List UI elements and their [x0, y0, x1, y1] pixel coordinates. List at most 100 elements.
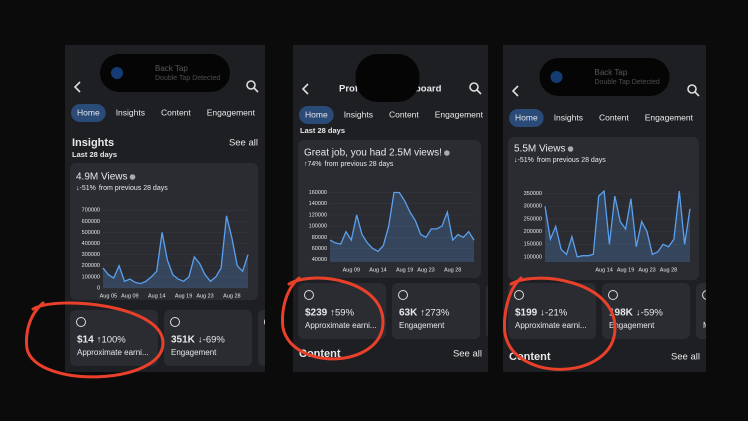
y-tick-label: 300000 [524, 204, 542, 210]
metric-card[interactable] [70, 310, 158, 366]
tab[interactable]: Engagement [435, 109, 484, 119]
metric-card[interactable] [602, 283, 690, 339]
y-tick-label: 120000 [309, 212, 327, 218]
y-tick-label: 60000 [312, 246, 327, 252]
back-button[interactable] [73, 81, 81, 93]
y-tick-label: 600000 [82, 219, 100, 225]
y-tick-label: 350000 [524, 191, 542, 197]
section-title: Insights [72, 137, 114, 149]
headline: 5.5M Views [514, 144, 566, 155]
y-tick-label: 300000 [82, 252, 100, 258]
info-icon [444, 150, 450, 156]
x-tick-label: Aug 19 [617, 267, 634, 273]
see-all[interactable]: See all [229, 138, 258, 149]
metric-card[interactable] [486, 283, 574, 339]
back-button[interactable] [511, 85, 519, 97]
footer-link[interactable]: See all [453, 349, 482, 360]
annotation-circle [25, 301, 165, 379]
line [544, 189, 691, 258]
back-button[interactable] [301, 83, 309, 95]
y-tick-label: 200000 [524, 229, 542, 235]
dynamic-island [539, 58, 670, 96]
views-card [298, 140, 481, 278]
change-note: from previous 28 days [325, 161, 394, 168]
island-title: Back Tap [155, 64, 188, 73]
x-tick-label: Aug 05 [100, 293, 117, 299]
metric-value: $199 [515, 308, 538, 319]
headline: 4.9M Views [76, 172, 128, 183]
tab[interactable]: Home [77, 107, 100, 117]
metric-value: $14 [77, 335, 94, 346]
metric-label: Approximate earni... [305, 321, 377, 330]
metric-value: 351K [171, 335, 196, 346]
island-subtitle: Double Tap Detected [595, 79, 660, 86]
metric-label: Engagement [171, 348, 217, 357]
y-tick-label: 100000 [82, 274, 100, 280]
search-icon[interactable] [246, 80, 256, 90]
metric-icon [264, 319, 265, 325]
metric-icon [608, 290, 618, 300]
tab[interactable]: Insights [554, 112, 583, 122]
headline: Great job, you had 2.5M views! [304, 148, 442, 159]
metric-label: Approximate earni... [77, 348, 149, 357]
x-tick-label: Aug 28 [660, 267, 677, 273]
metric-card[interactable] [164, 310, 252, 366]
metric-change: ↓-69% [198, 335, 225, 346]
phone-screen: ProfeboardHomeInsightsContentEngagementM… [293, 45, 574, 372]
tab[interactable]: Content [389, 109, 419, 119]
tab[interactable]: Insights [116, 107, 145, 117]
metric-card[interactable] [696, 283, 748, 339]
x-tick-label: Aug 14 [595, 267, 612, 273]
y-tick-label: 700000 [82, 208, 100, 214]
tab[interactable]: Content [161, 107, 191, 117]
tab[interactable]: Home [515, 112, 538, 122]
area [103, 215, 248, 288]
tab[interactable]: Engagement [207, 107, 256, 117]
x-tick-label: Aug 14 [148, 293, 165, 299]
metric-label: Engagement [609, 321, 655, 330]
metric-icon [514, 290, 524, 300]
change: ↑74% [304, 161, 322, 168]
x-tick-label: Aug 23 [638, 267, 655, 273]
metric-card[interactable] [298, 283, 386, 339]
x-tick-label: Aug 28 [444, 267, 461, 273]
metric-change: ↑59% [330, 308, 354, 319]
annotation-circle [503, 276, 617, 371]
metric-card[interactable] [508, 283, 596, 339]
metric-change: ↓-21% [540, 308, 567, 319]
y-tick-label: 500000 [82, 230, 100, 236]
tab[interactable]: Insights [344, 109, 373, 119]
metric-card[interactable] [392, 283, 480, 339]
tab[interactable]: Content [599, 112, 629, 122]
y-tick-label: 100000 [309, 224, 327, 230]
period: Last 28 days [300, 126, 345, 135]
info-icon [567, 146, 574, 152]
footer-link[interactable]: See all [671, 352, 700, 363]
y-tick-label: 160000 [309, 190, 327, 196]
metric-card[interactable] [258, 310, 346, 366]
phone-screen: Back Tap Double Tap Detected Home Insights C… [65, 45, 346, 372]
metric-icon [170, 317, 180, 327]
change-note: from previous 28 days [99, 185, 168, 192]
x-tick-label: Aug 19 [396, 267, 413, 273]
tab[interactable]: Home [305, 109, 328, 119]
y-tick-label: 80000 [312, 235, 327, 241]
info-icon [129, 174, 136, 180]
search-handle [476, 89, 482, 95]
tab[interactable]: Engagement [645, 112, 694, 122]
tab-active [71, 104, 106, 122]
y-tick-label: 250000 [524, 216, 542, 222]
search-icon[interactable] [469, 82, 479, 92]
search-icon[interactable] [687, 84, 697, 94]
x-tick-label: Aug 19 [175, 293, 192, 299]
y-tick-label: 200000 [82, 263, 100, 269]
phone-screen: Back Tap Double Tap Detected Home Insights C… [503, 45, 748, 372]
period: Last 28 days [72, 150, 117, 159]
y-tick-label: 150000 [524, 242, 542, 248]
annotation-circle [281, 276, 385, 361]
x-tick-label: Aug 23 [417, 267, 434, 273]
metric-change: ↑273% [420, 308, 450, 319]
dynamic-island [100, 54, 230, 92]
island-title: Back Tap [595, 68, 628, 77]
